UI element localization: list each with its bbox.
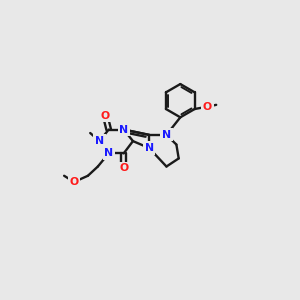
Text: O: O bbox=[119, 163, 128, 173]
Text: N: N bbox=[162, 130, 171, 140]
Text: N: N bbox=[104, 148, 113, 158]
Text: O: O bbox=[203, 102, 212, 112]
Text: O: O bbox=[70, 177, 79, 187]
Text: N: N bbox=[145, 143, 154, 153]
Text: O: O bbox=[101, 111, 110, 121]
Text: N: N bbox=[119, 124, 128, 135]
Text: N: N bbox=[95, 136, 104, 146]
